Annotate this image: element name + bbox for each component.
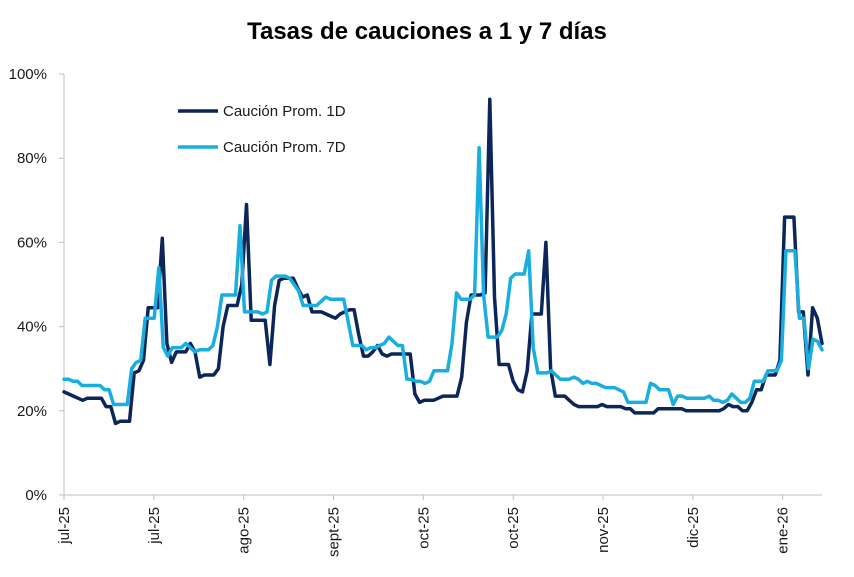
y-tick-label: 80% bbox=[17, 150, 47, 167]
series-line-caucion-7d bbox=[62, 145, 824, 407]
x-tick-label: jul-25 bbox=[146, 507, 163, 545]
x-tick-label: oct-25 bbox=[505, 507, 522, 549]
y-tick-label: 100% bbox=[9, 66, 47, 83]
series-line-caucion-1d bbox=[62, 97, 824, 426]
y-tick-label: 20% bbox=[17, 403, 47, 420]
y-tick-label: 0% bbox=[25, 487, 47, 504]
y-tick-label: 40% bbox=[17, 319, 47, 336]
x-tick-label: ene-26 bbox=[775, 507, 792, 554]
chart-title: Tasas de cauciones a 1 y 7 días bbox=[247, 18, 607, 45]
x-tick-label: ago-25 bbox=[236, 507, 253, 554]
x-tick-label: oct-25 bbox=[415, 507, 432, 549]
legend-label: Caución Prom. 1D bbox=[223, 103, 346, 120]
x-tick-label: sept-25 bbox=[326, 507, 343, 557]
y-tick-label: 60% bbox=[17, 234, 47, 251]
x-tick-label: nov-25 bbox=[595, 507, 612, 553]
x-tick-label: jul-25 bbox=[56, 507, 73, 545]
legend-label: Caución Prom. 7D bbox=[223, 139, 346, 156]
x-tick-label: dic-25 bbox=[685, 507, 702, 548]
